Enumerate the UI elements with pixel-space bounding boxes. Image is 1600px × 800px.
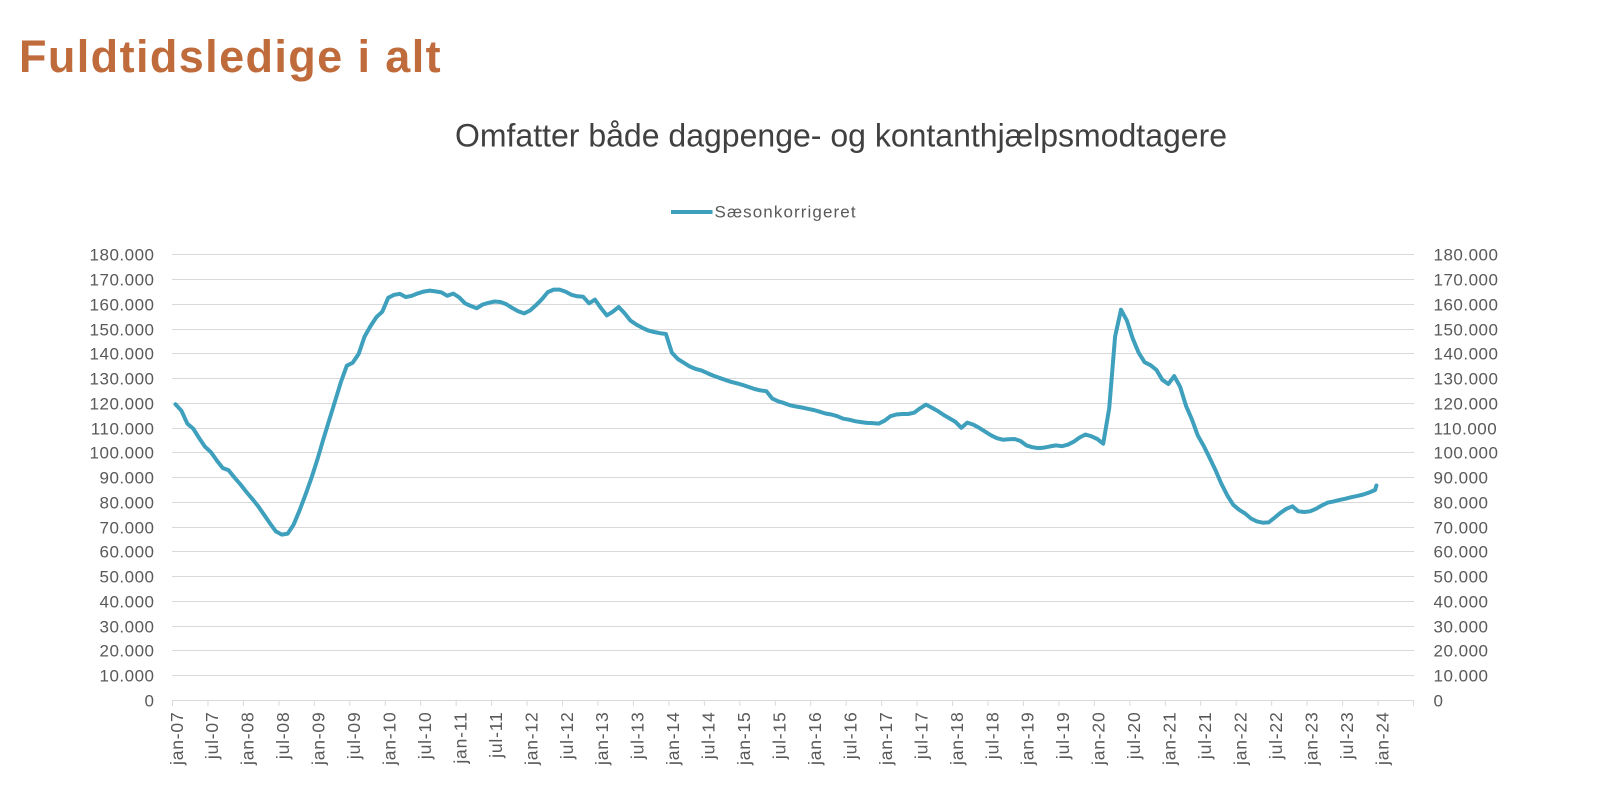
- svg-text:jul-12: jul-12: [557, 712, 577, 761]
- svg-text:50.000: 50.000: [100, 567, 155, 586]
- svg-text:10.000: 10.000: [1434, 666, 1489, 685]
- svg-text:110.000: 110.000: [1434, 419, 1498, 438]
- svg-text:60.000: 60.000: [1434, 542, 1489, 561]
- svg-text:jan-18: jan-18: [947, 712, 967, 766]
- svg-text:150.000: 150.000: [1434, 320, 1499, 339]
- svg-text:90.000: 90.000: [1434, 468, 1489, 487]
- svg-text:170.000: 170.000: [1434, 270, 1499, 289]
- svg-text:jan-11: jan-11: [450, 712, 470, 765]
- svg-text:jul-21: jul-21: [1195, 712, 1215, 761]
- svg-text:40.000: 40.000: [1434, 592, 1489, 611]
- svg-text:jul-14: jul-14: [699, 712, 719, 761]
- svg-text:jul-13: jul-13: [628, 712, 648, 761]
- svg-text:jul-10: jul-10: [415, 712, 435, 761]
- svg-text:Sæsonkorrigeret: Sæsonkorrigeret: [715, 203, 857, 222]
- svg-text:jul-17: jul-17: [911, 712, 931, 761]
- svg-text:jul-19: jul-19: [1053, 712, 1073, 761]
- svg-text:180.000: 180.000: [90, 245, 155, 264]
- svg-text:jul-07: jul-07: [202, 712, 222, 761]
- svg-text:160.000: 160.000: [1434, 295, 1499, 314]
- svg-text:110.000: 110.000: [91, 419, 155, 438]
- svg-text:jan-17: jan-17: [876, 712, 896, 766]
- svg-text:jan-16: jan-16: [805, 712, 825, 766]
- svg-text:20.000: 20.000: [100, 641, 155, 660]
- svg-text:130.000: 130.000: [1434, 369, 1499, 388]
- svg-text:0: 0: [1434, 691, 1444, 710]
- svg-text:jul-23: jul-23: [1337, 712, 1357, 761]
- svg-text:160.000: 160.000: [90, 295, 155, 314]
- svg-text:jul-11: jul-11: [486, 712, 506, 759]
- svg-text:jul-22: jul-22: [1266, 712, 1286, 761]
- svg-text:80.000: 80.000: [100, 493, 155, 512]
- svg-text:jan-21: jan-21: [1160, 712, 1180, 766]
- svg-text:jul-20: jul-20: [1124, 712, 1144, 761]
- svg-text:jan-24: jan-24: [1372, 712, 1392, 766]
- svg-text:jan-15: jan-15: [734, 712, 754, 766]
- svg-text:40.000: 40.000: [100, 592, 155, 611]
- svg-text:jan-07: jan-07: [167, 712, 187, 766]
- svg-text:20.000: 20.000: [1434, 641, 1489, 660]
- svg-text:jul-15: jul-15: [770, 712, 790, 761]
- svg-text:jan-09: jan-09: [309, 712, 329, 766]
- svg-text:jan-14: jan-14: [663, 712, 683, 766]
- svg-text:jul-16: jul-16: [840, 712, 860, 761]
- svg-text:30.000: 30.000: [1434, 617, 1489, 636]
- svg-text:Omfatter både dagpenge- og kon: Omfatter både dagpenge- og kontanthjælps…: [455, 117, 1227, 153]
- svg-text:jan-19: jan-19: [1018, 712, 1038, 766]
- svg-text:120.000: 120.000: [1434, 394, 1499, 413]
- svg-text:140.000: 140.000: [90, 344, 155, 363]
- svg-text:jan-08: jan-08: [238, 712, 258, 766]
- svg-text:140.000: 140.000: [1434, 344, 1499, 363]
- svg-text:jan-22: jan-22: [1231, 712, 1251, 766]
- svg-text:jul-18: jul-18: [982, 712, 1002, 761]
- svg-text:jan-23: jan-23: [1301, 712, 1321, 766]
- svg-text:170.000: 170.000: [90, 270, 155, 289]
- svg-text:90.000: 90.000: [100, 468, 155, 487]
- svg-text:jan-13: jan-13: [592, 712, 612, 766]
- svg-text:Fuldtidsledige i alt: Fuldtidsledige i alt: [19, 31, 442, 82]
- svg-text:150.000: 150.000: [90, 320, 155, 339]
- svg-text:100.000: 100.000: [90, 443, 155, 462]
- svg-text:jan-20: jan-20: [1089, 712, 1109, 766]
- svg-text:120.000: 120.000: [90, 394, 155, 413]
- svg-text:jan-10: jan-10: [380, 712, 400, 766]
- svg-text:70.000: 70.000: [100, 518, 155, 537]
- svg-text:180.000: 180.000: [1434, 245, 1499, 264]
- svg-text:50.000: 50.000: [1434, 567, 1489, 586]
- svg-text:jul-08: jul-08: [273, 712, 293, 761]
- svg-text:60.000: 60.000: [100, 542, 155, 561]
- svg-text:100.000: 100.000: [1434, 443, 1499, 462]
- svg-text:30.000: 30.000: [100, 617, 155, 636]
- svg-text:0: 0: [145, 691, 155, 710]
- svg-text:130.000: 130.000: [90, 369, 155, 388]
- svg-text:10.000: 10.000: [100, 666, 155, 685]
- svg-text:jan-12: jan-12: [521, 712, 541, 766]
- svg-text:70.000: 70.000: [1434, 518, 1489, 537]
- svg-text:jul-09: jul-09: [344, 712, 364, 761]
- svg-text:80.000: 80.000: [1434, 493, 1489, 512]
